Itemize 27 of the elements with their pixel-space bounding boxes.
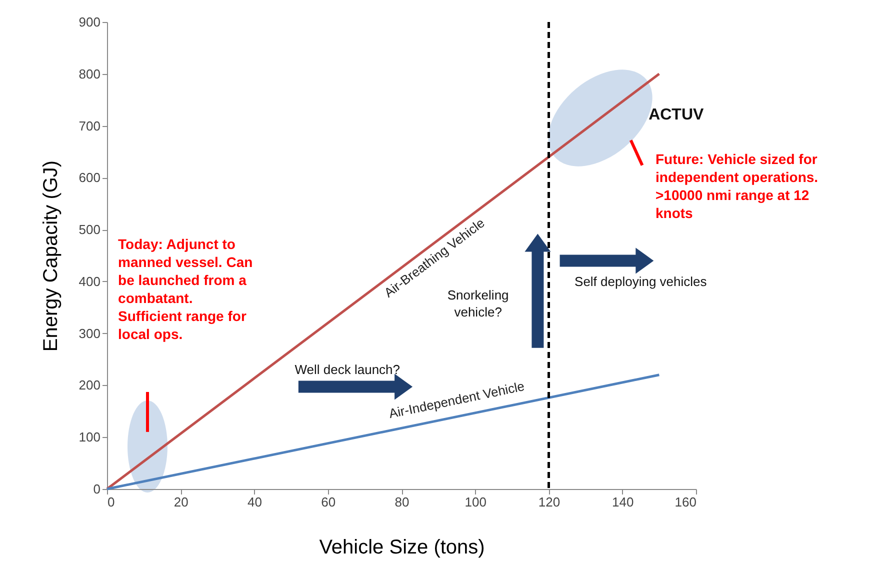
x-tick-label: 140 <box>612 494 634 510</box>
x-tick-label: 80 <box>394 494 410 510</box>
y-tick-label: 300 <box>78 326 100 341</box>
y-axis-title: Energy Capacity (GJ) <box>40 160 62 352</box>
x-tick-label: 120 <box>538 494 560 510</box>
y-tick-label: 100 <box>78 430 100 445</box>
x-tick-label: 60 <box>321 494 336 510</box>
annotation: Snorkeling vehicle? <box>447 287 509 320</box>
annotation: ACTUV <box>648 106 704 124</box>
annotation: Today: Adjunct to manned vessel. Can be launched from a combatant. Sufficient range for local ops. <box>118 236 253 342</box>
annotation: Self deploying vehicles <box>574 274 708 289</box>
x-tick-label: 40 <box>248 494 262 510</box>
annotation: Well deck launch? <box>294 362 400 378</box>
annotation: Future: Vehicle sized for independent operations. >10000 nmi range at 12 knots <box>656 150 818 221</box>
x-tick-label: 20 <box>174 494 188 510</box>
y-tick-label: 400 <box>78 274 100 289</box>
x-tick-label: 100 <box>464 494 486 510</box>
y-tick-label: 200 <box>78 378 100 393</box>
y-tick-label: 500 <box>78 222 100 238</box>
y-tick-label: 700 <box>78 118 100 134</box>
x-tick-label: 0 <box>108 494 115 510</box>
x-axis-title: Vehicle Size (tons) <box>319 536 485 558</box>
y-tick-label: 800 <box>78 66 100 82</box>
y-tick-label: 0 <box>93 482 100 496</box>
x-tick-label: 160 <box>674 494 696 510</box>
y-tick-label: 600 <box>78 170 100 186</box>
y-tick-label: 900 <box>78 14 100 30</box>
